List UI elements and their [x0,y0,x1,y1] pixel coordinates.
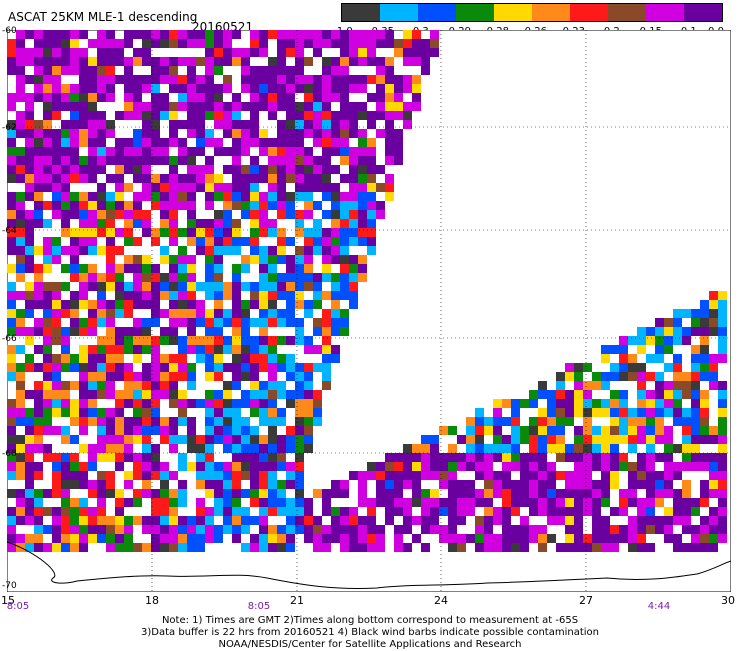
color-bin-5 [494,4,532,21]
time-label: 8:05 [6,601,30,612]
color-scale-bar [341,3,723,22]
color-bin-10 [684,4,722,21]
color-bin-7 [570,4,608,21]
lat-label: -60 [2,26,17,36]
color-bin-8 [608,4,646,21]
lat-label: -66 [2,334,17,344]
graticule [7,30,731,592]
lat-label: -70 [2,581,17,591]
lon-label: 30 [721,594,735,607]
antarctic-coastline [7,541,731,590]
product-title: ASCAT 25KM MLE-1 descending [8,10,198,24]
swath-cells [7,30,727,552]
color-bin-1 [342,4,380,21]
footer-note: Note: 1) Times are GMT 2)Times along bot… [161,615,579,626]
lat-label: -62 [2,123,17,133]
lon-label: 27 [579,594,593,607]
lon-label: 15 [1,594,15,607]
color-bin-3 [418,4,456,21]
swath-map [7,30,731,592]
color-bin-9 [646,4,684,21]
color-bin-6 [532,4,570,21]
lon-label: 21 [290,594,304,607]
color-bin-4 [456,4,494,21]
lon-label: 24 [434,594,448,607]
lon-label: 18 [145,594,159,607]
footer-note: 3)Data buffer is 22 hrs from 20160521 4)… [141,627,599,638]
time-label: 4:44 [647,601,671,612]
footer-note: NOAA/NESDIS/Center for Satellite Applica… [218,639,522,650]
color-bin-2 [380,4,418,21]
lat-label: -64 [2,226,17,236]
lat-label: -68 [2,449,17,459]
time-label: 8:05 [247,601,271,612]
